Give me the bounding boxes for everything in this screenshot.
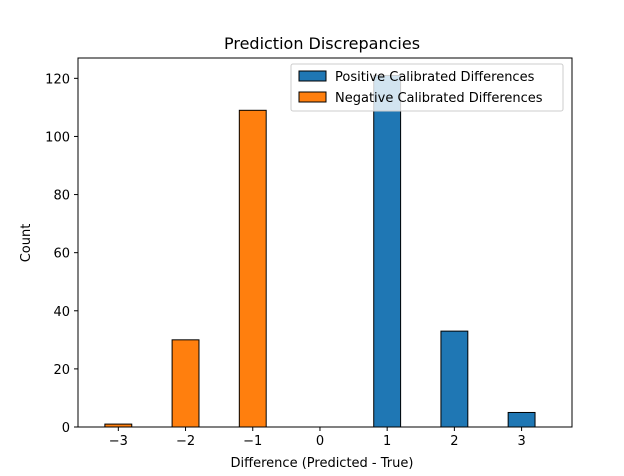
x-tick-label: −1 xyxy=(243,434,262,449)
bars-layer xyxy=(104,74,536,428)
chart-title: Prediction Discrepancies xyxy=(224,34,420,53)
bar-negative-m1 xyxy=(238,109,267,428)
y-tick-label: 120 xyxy=(45,72,70,87)
bar-negative-m2 xyxy=(171,339,200,428)
y-tick-label: 20 xyxy=(53,363,70,378)
bar-positive-3 xyxy=(507,411,536,428)
x-tick-label: 2 xyxy=(450,434,458,449)
y-tick-label: 0 xyxy=(62,421,70,436)
x-axis-label: Difference (Predicted - True) xyxy=(231,456,414,471)
legend-label: Positive Calibrated Differences xyxy=(335,70,535,85)
y-axis-label: Count xyxy=(19,224,34,263)
plot-frame xyxy=(77,57,573,428)
y-tick-label: 60 xyxy=(53,247,70,262)
y-tick-label: 80 xyxy=(53,189,70,204)
legend-swatch xyxy=(298,91,327,103)
y-tick-label: 100 xyxy=(45,130,70,145)
bar-positive-1 xyxy=(373,74,402,428)
axes-layer: −3 −2 −1 0 1 2 3 0 20 40 60 80 100 120 xyxy=(45,57,573,449)
legend: Positive Calibrated Differences Negative … xyxy=(290,63,564,112)
y-tick-label: 40 xyxy=(53,305,70,320)
bar-positive-2 xyxy=(440,330,469,428)
legend-box xyxy=(290,63,564,112)
legend-swatch xyxy=(298,70,327,82)
x-tick-label: −2 xyxy=(176,434,195,449)
legend-label: Negative Calibrated Differences xyxy=(335,91,543,106)
x-tick-label: 0 xyxy=(316,434,324,449)
x-tick-label: 3 xyxy=(517,434,525,449)
x-tick-label: −3 xyxy=(109,434,128,449)
x-tick-label: 1 xyxy=(383,434,391,449)
